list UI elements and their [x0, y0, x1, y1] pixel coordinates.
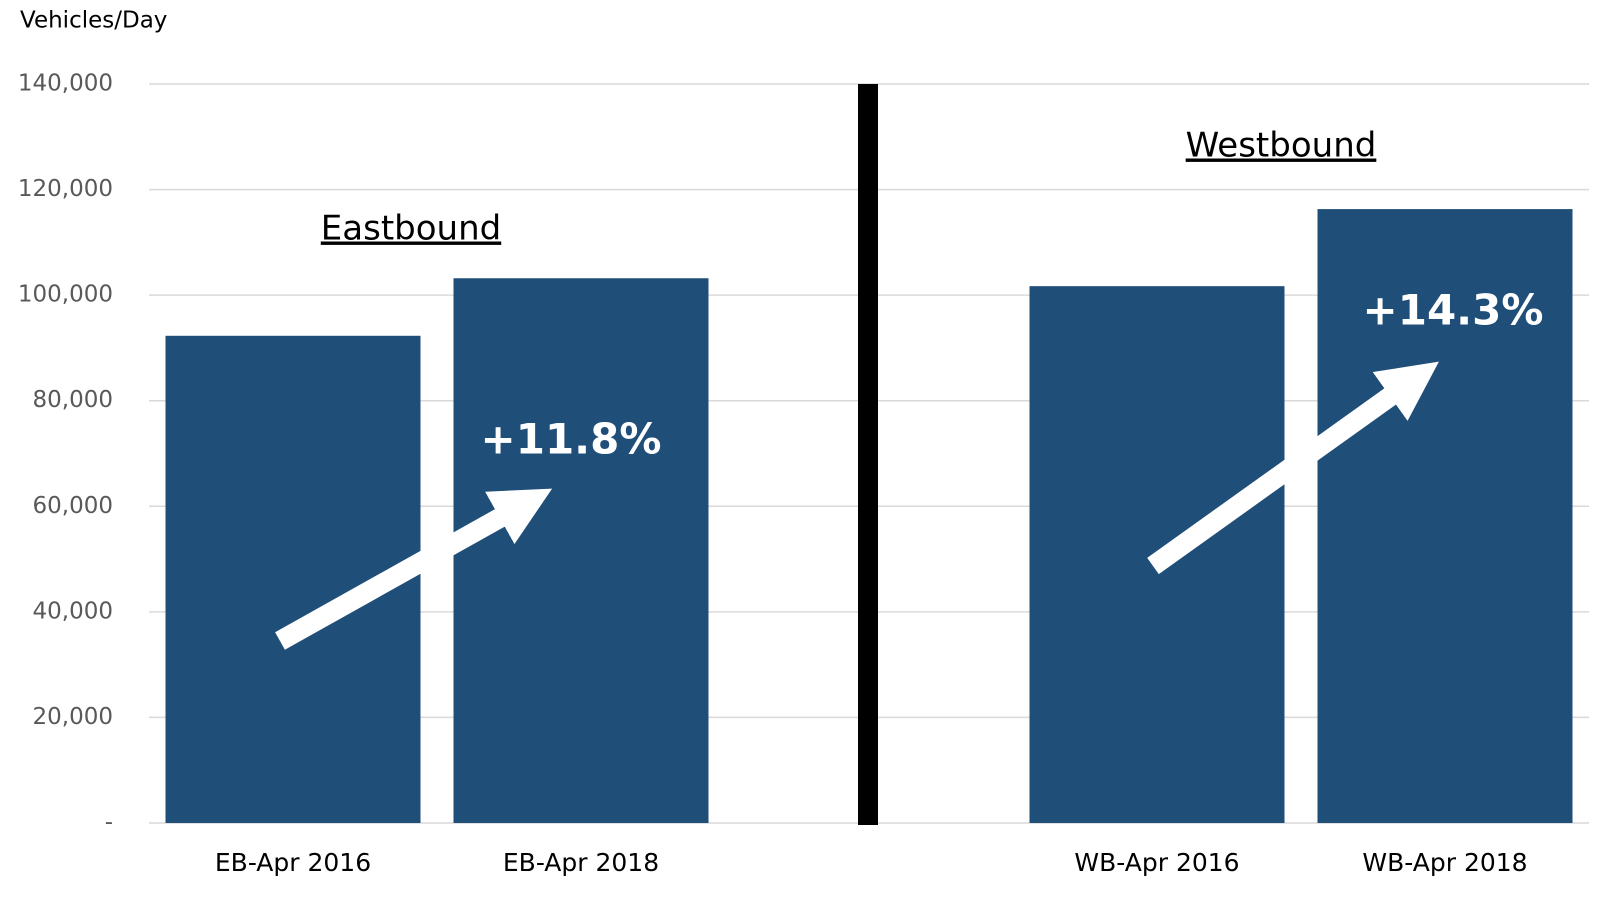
annotation: Eastbound	[321, 209, 501, 249]
y-tick-label: 120,000	[18, 176, 113, 202]
arrow	[275, 488, 553, 650]
annotation: Westbound	[1186, 126, 1377, 166]
y-tick-label: -	[105, 810, 113, 836]
bar	[453, 278, 709, 823]
y-tick-label: 80,000	[33, 387, 113, 413]
x-tick-label: WB-Apr 2016	[1074, 848, 1239, 877]
annotation: +14.3%	[1363, 286, 1544, 335]
x-tick-label: WB-Apr 2018	[1362, 848, 1527, 877]
x-tick-label: EB-Apr 2018	[503, 848, 659, 877]
y-tick-label: 140,000	[18, 71, 113, 97]
arrow	[1147, 361, 1439, 575]
y-tick-label: 40,000	[33, 598, 113, 624]
x-tick-label: EB-Apr 2016	[215, 848, 371, 877]
y-tick-label: 100,000	[18, 282, 113, 308]
y-axis-label: Vehicles/Day	[20, 8, 167, 34]
bar	[1317, 209, 1573, 823]
y-tick-label: 60,000	[33, 493, 113, 519]
annotation: +11.8%	[481, 415, 662, 464]
y-tick-label: 20,000	[33, 704, 113, 730]
divider	[858, 84, 878, 825]
